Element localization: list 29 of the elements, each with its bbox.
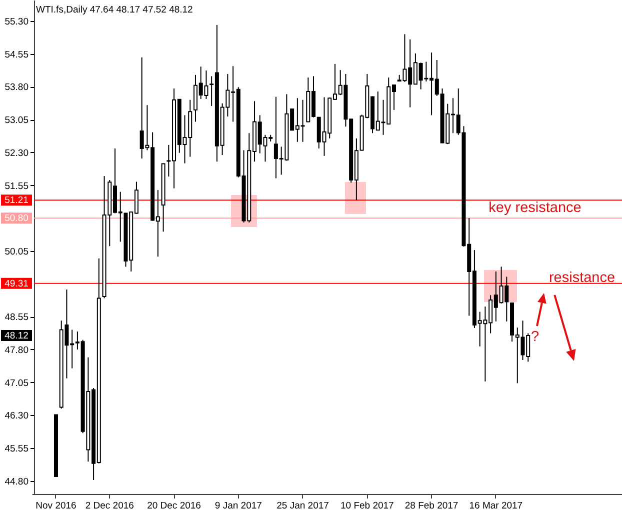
y-tick-label: 52.30 (4, 148, 28, 159)
text: resistance (548, 270, 616, 286)
x-tick-label: 28 Feb 2017 (404, 500, 458, 510)
x-tick-label: 20 Dec 2016 (147, 500, 201, 510)
y-tick-label: 53.05 (4, 115, 28, 126)
x-tick-label: 9 Jan 2017 (214, 500, 262, 510)
y-tick-label: 55.30 (4, 16, 28, 28)
annotation: key resistance (488, 200, 582, 216)
y-tick-label: 47.80 (4, 344, 28, 356)
text: ? (530, 329, 540, 345)
ref-line-label: 49.31 (4, 278, 28, 290)
x-tick-label: Nov 2016 (36, 500, 76, 510)
y-tick-label: 50.05 (4, 246, 28, 258)
y-tick-label: 51.55 (4, 180, 28, 192)
y-tick-label: 47.05 (4, 378, 28, 389)
ref-line-label: 50.80 (4, 213, 28, 224)
x-tick-label: 25 Jan 2017 (276, 500, 329, 510)
y-tick-label: 44.80 (4, 476, 28, 488)
chart-title: WTI.fs,Daily 47.64 48.17 47.52 48.12 (36, 4, 193, 16)
y-tick-label: 48.55 (4, 312, 28, 324)
x-tick-label: 2 Dec 2016 (85, 500, 134, 510)
y-tick-label: 54.55 (4, 49, 28, 60)
y-tick-label: 45.55 (4, 444, 28, 455)
text: 48.12 (4, 330, 28, 342)
ref-line-label: 51.21 (4, 195, 28, 206)
x-tick-label: 16 Mar 2017 (469, 500, 523, 510)
x-tick-label: 10 Feb 2017 (340, 500, 394, 510)
y-tick-label: 53.80 (4, 82, 28, 94)
y-tick-label: 46.30 (4, 410, 28, 422)
